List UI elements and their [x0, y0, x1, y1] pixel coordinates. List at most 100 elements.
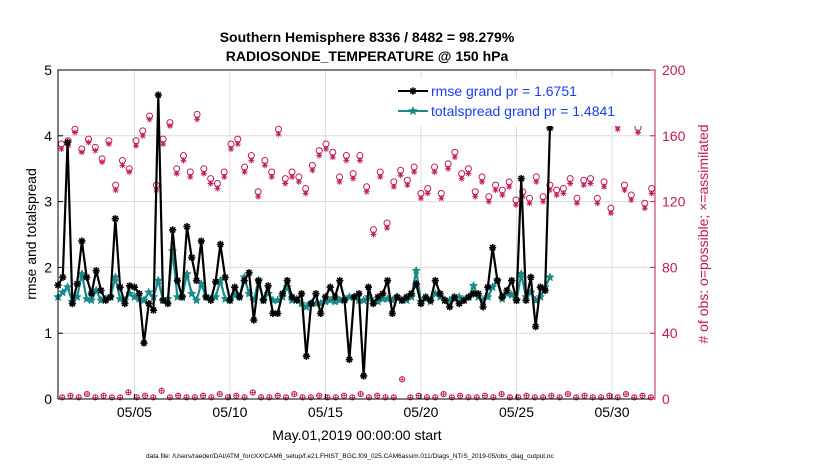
rmse-point [192, 276, 201, 285]
obs-assimilated-point [329, 154, 336, 161]
rmse-point [145, 299, 153, 308]
rmse-point [345, 355, 353, 364]
y2-tick-label: 80 [662, 259, 678, 275]
obs-low-possible-point [108, 394, 115, 401]
rmse-point [73, 280, 81, 288]
obs-low-assimilated-point [640, 393, 646, 399]
obs-low-possible-point [382, 394, 389, 401]
obs-assimilated-point [397, 172, 404, 179]
obs-assimilated-point [343, 157, 350, 164]
rmse-point [154, 91, 162, 99]
obs-low-possible-point [224, 394, 232, 401]
totalspread-point [57, 287, 68, 297]
obs-low-assimilated-point [606, 393, 612, 399]
legend-label-totalspread: totalspread grand pr = 1.4841 [431, 103, 615, 119]
obs-assimilated-point [587, 180, 594, 187]
obs-assimilated-point [207, 180, 214, 187]
obs-assimilated-point [424, 190, 431, 197]
obs-assimilated-point [641, 205, 648, 212]
obs-low-possible-point [390, 394, 397, 401]
rmse-point [364, 283, 373, 291]
rmse-point [173, 276, 181, 285]
rmse-point [197, 237, 205, 245]
obs-assimilated-point [289, 173, 296, 180]
rmse-point [288, 293, 296, 301]
obs-assimilated-point [533, 178, 540, 185]
x-tick-label: 05/15 [308, 404, 343, 420]
obs-assimilated-point [499, 192, 506, 199]
obs-low-possible-point [357, 390, 364, 398]
rmse-point [417, 299, 425, 308]
obs-assimilated-point [139, 132, 146, 139]
rmse-point [159, 296, 167, 304]
obs-assimilated-point [560, 190, 567, 197]
rmse-point [254, 276, 263, 285]
rmse-point [216, 240, 224, 248]
obs-low-possible-point [291, 390, 298, 398]
obs-assimilated-point [567, 180, 574, 187]
rmse-point [92, 267, 100, 275]
obs-low-possible-point [639, 392, 646, 399]
rmse-point [374, 293, 382, 301]
obs-low-possible-point [374, 392, 381, 399]
x-axis-label: May.01,2019 00:00:00 start [272, 427, 442, 443]
rmse-point [97, 286, 105, 295]
rmse-point [383, 276, 392, 285]
rmse-point [369, 299, 377, 308]
rmse-point [403, 293, 411, 301]
rmse-point [512, 296, 521, 304]
obs-assimilated-point [227, 145, 234, 152]
obs-assimilated-point [194, 116, 201, 123]
obs-low-possible-point [622, 390, 630, 398]
obs-low-possible-point [200, 392, 207, 399]
rmse-point [231, 283, 239, 291]
obs-low-assimilated-point [457, 393, 463, 399]
obs-low-possible-point [423, 394, 431, 401]
y2-tick-label: 200 [662, 62, 686, 78]
obs-assimilated-point [71, 129, 78, 136]
obs-low-possible-point [67, 392, 74, 399]
rmse-point [388, 309, 396, 318]
rmse-point [522, 296, 530, 304]
rmse-point [455, 299, 463, 308]
obs-assimilated-point [363, 188, 370, 195]
obs-low-possible-point [258, 394, 265, 401]
obs-low-assimilated-point [125, 389, 131, 395]
rmse-point [446, 303, 454, 311]
series-layer [53, 91, 555, 380]
x-tick-label: 05/20 [403, 404, 438, 420]
obs-low-possible-point [158, 387, 165, 394]
obs-assimilated-point [458, 175, 465, 182]
rmse-point [489, 244, 497, 252]
legend-marker-totalspread [408, 105, 418, 116]
obs-assimilated-point [234, 141, 241, 148]
rmse-point [326, 283, 334, 291]
obs-low-possible-point [515, 394, 522, 401]
rmse-point [355, 290, 363, 298]
obs-assimilated-point [404, 182, 411, 189]
rmse-point [250, 316, 258, 324]
obs-low-possible-point [448, 394, 455, 401]
obs-assimilated-point [377, 173, 384, 180]
rmse-point [450, 293, 459, 301]
obs-assimilated-point [241, 168, 248, 175]
totalspread-point [545, 272, 555, 282]
chart-title: Southern Hemisphere 8336 / 8482 = 98.279… [220, 29, 515, 45]
rmse-point [503, 286, 511, 295]
obs-low-possible-point [556, 394, 563, 401]
obs-assimilated-point [119, 162, 126, 169]
rmse-point [484, 283, 492, 291]
obs-low-possible-point [183, 394, 190, 401]
totalspread-point [186, 288, 197, 298]
obs-assimilated-point [92, 147, 99, 154]
obs-low-possible-point [589, 394, 596, 401]
y-tick-label: 2 [44, 259, 52, 275]
obs-low-possible-point [324, 394, 331, 401]
rmse-point [169, 226, 177, 234]
rmse-point [536, 283, 544, 291]
y-tick-label: 3 [44, 194, 52, 210]
y2-tick-label: 160 [662, 128, 686, 144]
rmse-point [441, 296, 449, 304]
obs-low-possible-point [216, 390, 223, 398]
obs-low-assimilated-point [358, 391, 364, 397]
